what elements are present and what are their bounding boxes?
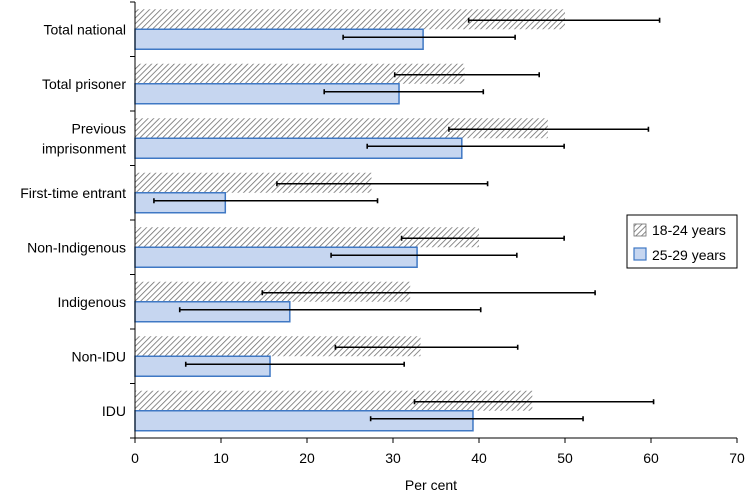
bar-18-24-2 — [135, 118, 548, 139]
x-tick-label-5: 50 — [557, 450, 573, 466]
bar-18-24-0 — [135, 9, 565, 30]
bar-25-29-2 — [134, 137, 463, 159]
category-label-3: First-time entrant — [20, 185, 126, 201]
x-tick-label-4: 40 — [471, 450, 487, 466]
bar-25-29-4 — [134, 246, 418, 268]
category-label-2: Previous imprisonment — [42, 120, 126, 156]
legend-label-25-29: 25-29 years — [652, 247, 726, 263]
bar-18-24-6 — [135, 336, 421, 357]
legend-swatch-solid — [633, 247, 647, 261]
category-label-5: Indigenous — [57, 294, 126, 310]
category-label-4: Non-Indigenous — [27, 239, 126, 255]
bar-25-29-6 — [134, 355, 271, 377]
bar-18-24-1 — [135, 63, 465, 84]
category-label-1: Total prisoner — [42, 76, 126, 92]
x-tick-label-6: 60 — [643, 450, 659, 466]
legend-swatch-hatched — [633, 223, 647, 237]
bar-18-24-5 — [135, 281, 411, 302]
x-tick-label-2: 20 — [299, 450, 315, 466]
bar-25-29-7 — [134, 410, 474, 432]
x-tick-label-3: 30 — [385, 450, 401, 466]
legend: 18-24 years 25-29 years — [626, 214, 738, 269]
bar-25-29-5 — [134, 301, 291, 323]
category-label-0: Total national — [43, 21, 126, 37]
bar-25-29-1 — [134, 83, 400, 105]
legend-label-18-24: 18-24 years — [652, 222, 726, 238]
x-tick-label-7: 70 — [729, 450, 745, 466]
bar-18-24-7 — [135, 390, 533, 411]
x-tick-label-0: 0 — [131, 450, 139, 466]
plot-area: Total national Total prisoner Previous impr… — [20, 1, 745, 466]
x-tick-label-1: 10 — [213, 450, 229, 466]
bar-25-29-3 — [134, 192, 227, 214]
category-label-6: Non-IDU — [72, 348, 126, 364]
x-axis-title: Per cent — [405, 477, 457, 493]
bar-18-24-4 — [135, 227, 479, 248]
bar-18-24-3 — [135, 172, 372, 193]
category-label-7: IDU — [102, 403, 126, 419]
bar-25-29-0 — [134, 28, 424, 50]
